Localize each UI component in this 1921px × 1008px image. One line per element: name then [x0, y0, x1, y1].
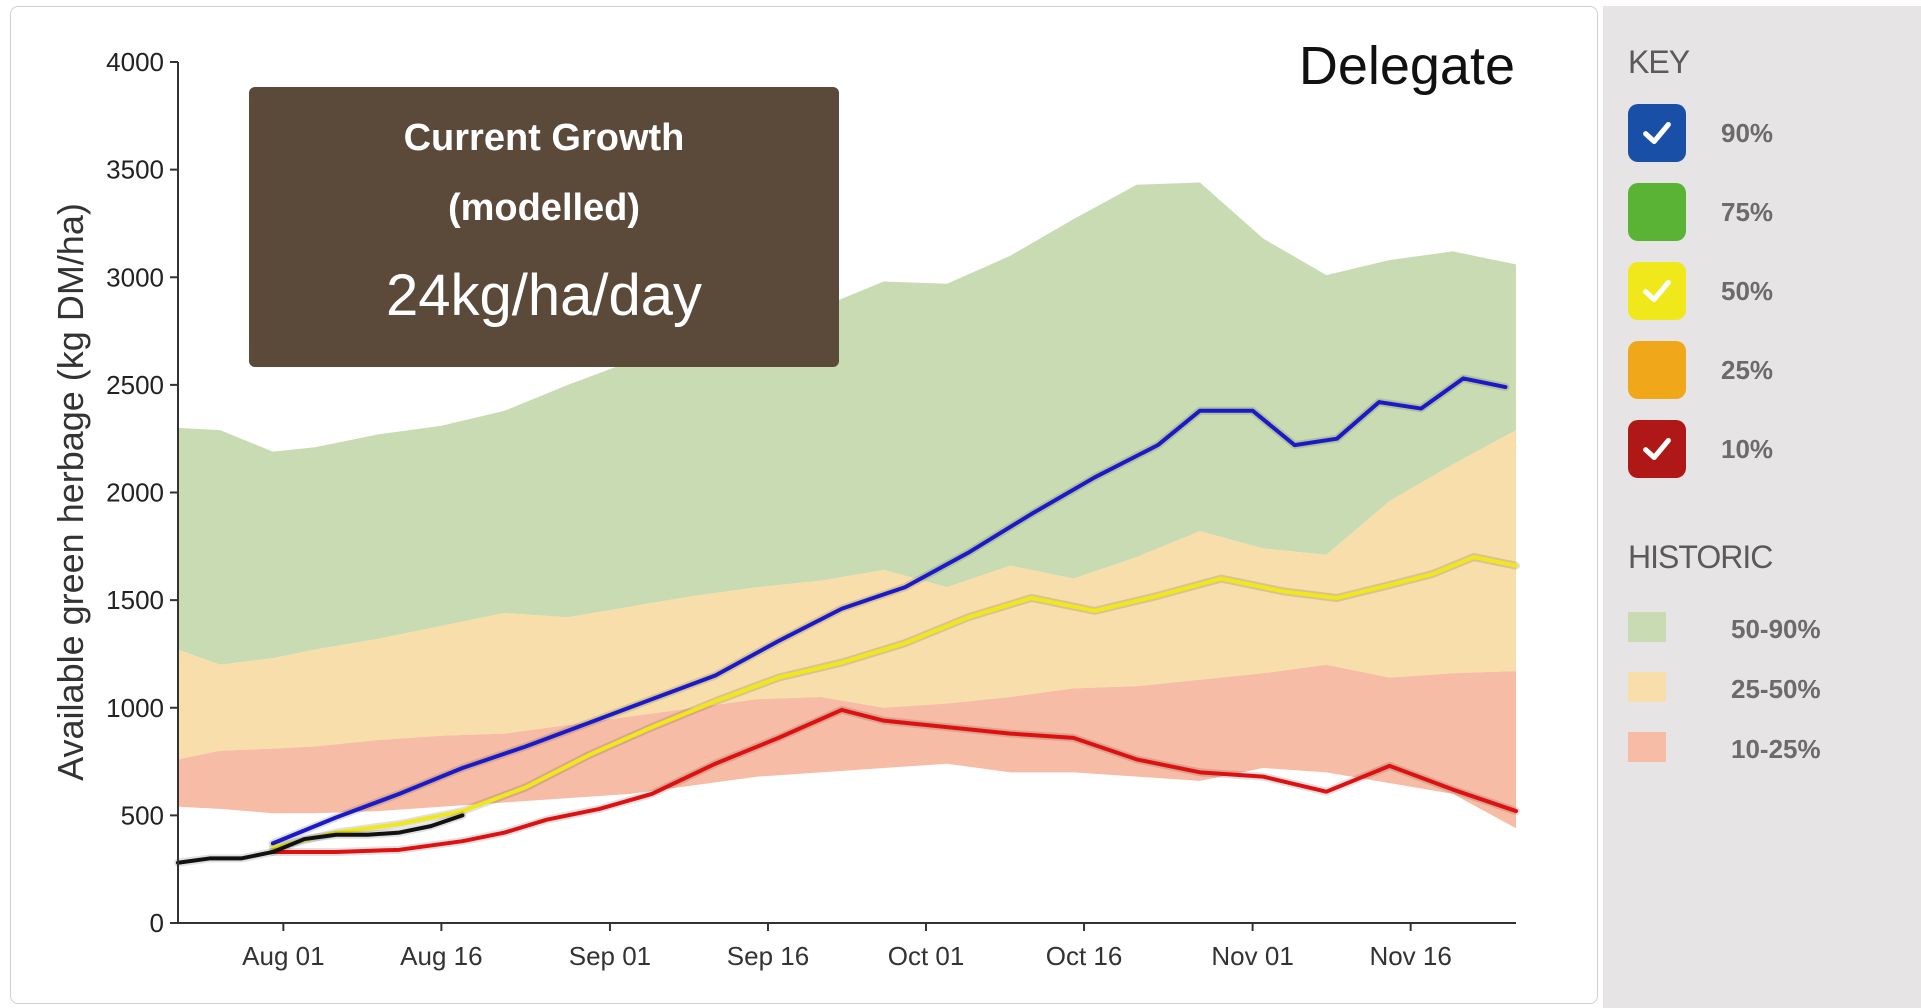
key-label-10: 10% — [1721, 434, 1774, 464]
y-tick-label: 2000 — [106, 478, 164, 508]
chart-title: Delegate — [1299, 36, 1515, 96]
key-swatch-10[interactable] — [1628, 420, 1686, 478]
key-label-50: 50% — [1721, 276, 1774, 306]
historic-item-50-90: 50-90% — [1628, 612, 1918, 648]
key-item-50[interactable]: 50% — [1628, 262, 1918, 322]
current-growth-title: Current Growth — [403, 117, 685, 159]
x-tick-label: Sep 16 — [727, 941, 809, 971]
key-panel: KEY 90% 75% 50% 25% 10% HISTORIC 50-90% … — [1603, 6, 1921, 1008]
line-50% — [270, 555, 1518, 850]
line-current — [176, 813, 465, 865]
check-icon — [1643, 437, 1671, 461]
current-growth-value: 24kg/ha/day — [385, 263, 703, 328]
x-tick-label: Aug 16 — [400, 941, 482, 971]
y-tick-label: 3000 — [106, 262, 164, 292]
y-tick-label: 3500 — [106, 155, 164, 185]
band-50-90% — [178, 182, 1516, 665]
x-tick-label: Nov 16 — [1369, 941, 1451, 971]
historic-label-25-50: 25-50% — [1731, 674, 1821, 704]
key-swatch-75[interactable] — [1628, 183, 1686, 241]
key-item-10[interactable]: 10% — [1628, 420, 1918, 480]
y-tick-label: 500 — [121, 800, 164, 830]
historic-item-10-25: 10-25% — [1628, 732, 1918, 768]
key-swatch-25[interactable] — [1628, 341, 1686, 399]
key-label-75: 75% — [1721, 197, 1774, 227]
historic-label-50-90: 50-90% — [1731, 614, 1821, 644]
key-swatch-90[interactable] — [1628, 104, 1686, 162]
key-swatch-50[interactable] — [1628, 262, 1686, 320]
historic-label-10-25: 10-25% — [1731, 734, 1821, 764]
key-label-25: 25% — [1721, 355, 1774, 385]
y-tick-label: 1500 — [106, 585, 164, 615]
check-icon — [1643, 279, 1671, 303]
historic-swatch-25-50 — [1628, 672, 1666, 702]
x-tick-label: Nov 01 — [1211, 941, 1293, 971]
x-tick-label: Aug 01 — [242, 941, 324, 971]
line-90% — [270, 376, 1508, 846]
check-icon — [1643, 121, 1671, 145]
x-tick-label: Oct 01 — [888, 941, 965, 971]
band-25-50% — [178, 430, 1516, 760]
x-ticks: Aug 01 Aug 16 Sep 01 Sep 16 Oct 01 Oct 16 Nov … — [242, 923, 1452, 971]
key-heading: KEY — [1628, 44, 1690, 80]
y-tick-label: 4000 — [106, 47, 164, 77]
key-item-25[interactable]: 25% — [1628, 341, 1918, 401]
historic-swatch-10-25 — [1628, 732, 1666, 762]
current-growth-subtitle: (modelled) — [447, 187, 641, 229]
y-tick-label: 1000 — [106, 693, 164, 723]
x-tick-label: Oct 16 — [1046, 941, 1123, 971]
y-tick-label: 0 — [150, 908, 164, 938]
y-ticks: 0 500 1000 1500 2000 2500 3000 3500 4000 — [106, 47, 178, 938]
y-axis-label: Available green herbage (kg DM/ha) — [50, 203, 91, 781]
band-10-25% — [178, 664, 1516, 829]
historic-swatch-50-90 — [1628, 612, 1666, 642]
key-item-75[interactable]: 75% — [1628, 183, 1918, 243]
percentile-lines — [174, 374, 1520, 867]
x-tick-label: Sep 01 — [569, 941, 651, 971]
line-10% — [270, 707, 1518, 854]
current-growth-box: Current Growth (modelled) 24kg/ha/day — [249, 87, 839, 367]
key-label-90: 90% — [1721, 118, 1774, 148]
chart-panel: 0 500 1000 1500 2000 2500 3000 3500 4000 Aug 01 A… — [10, 6, 1598, 1004]
historic-heading: HISTORIC — [1628, 539, 1773, 575]
key-item-90[interactable]: 90% — [1628, 104, 1918, 164]
historic-item-25-50: 25-50% — [1628, 672, 1918, 708]
historic-bands — [178, 182, 1516, 829]
y-tick-label: 2500 — [106, 370, 164, 400]
